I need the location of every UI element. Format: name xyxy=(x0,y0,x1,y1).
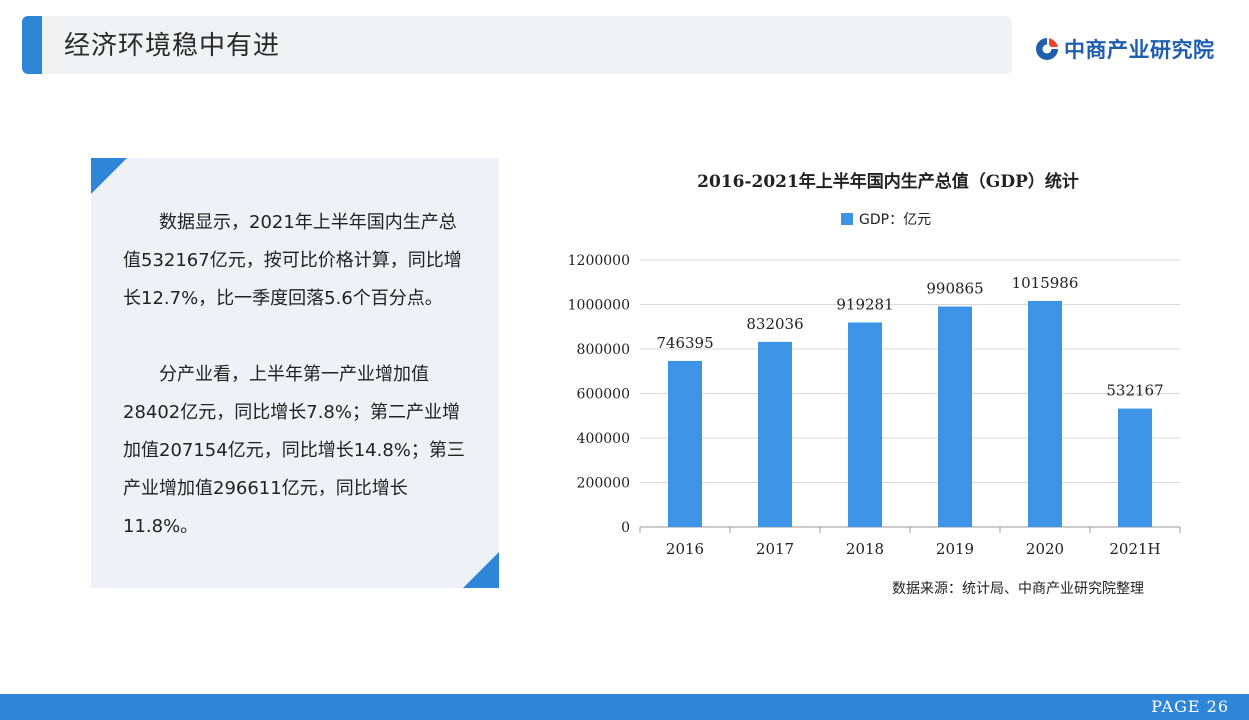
bar-2018 xyxy=(848,322,882,527)
page-title: 经济环境稳中有进 xyxy=(64,31,281,61)
paragraph: 分产业看，上半年第一产业增加值28402亿元，同比增长7.8%；第二产业增加值2… xyxy=(123,364,465,537)
x-tick-label: 2017 xyxy=(756,540,794,558)
gdp-bar-chart: 2016-2021年上半年国内生产总值（GDP）统计 GDP：亿元 0 20000… xyxy=(568,171,1181,558)
y-tick-label: 0 xyxy=(621,520,630,536)
data-label: 1015986 xyxy=(1012,274,1079,292)
legend-swatch xyxy=(841,213,853,225)
chart-title: 2016-2021年上半年国内生产总值（GDP）统计 xyxy=(697,171,1079,192)
logo-icon xyxy=(1036,38,1058,60)
data-source: 数据来源：统计局、中商产业研究院整理 xyxy=(892,581,1144,597)
header-bar: 经济环境稳中有进 xyxy=(22,16,1012,74)
data-label: 746395 xyxy=(656,334,713,352)
y-tick-label: 600000 xyxy=(577,387,630,403)
data-label: 832036 xyxy=(746,315,803,333)
bar-2020 xyxy=(1028,300,1062,527)
bar-2016 xyxy=(668,360,702,527)
data-label: 990865 xyxy=(926,280,983,298)
y-tick-label: 800000 xyxy=(577,342,630,358)
y-tick-label: 200000 xyxy=(577,476,630,492)
y-tick-label: 1200000 xyxy=(568,253,630,269)
logo-text: 中商产业研究院 xyxy=(1064,38,1215,62)
chart-legend: GDP：亿元 xyxy=(841,212,931,228)
legend-label: GDP：亿元 xyxy=(859,212,931,228)
corner-decoration xyxy=(463,552,499,588)
y-tick-label: 1000000 xyxy=(568,298,630,314)
data-label: 919281 xyxy=(836,295,893,313)
footer-bar: PAGE 26 xyxy=(0,694,1249,720)
x-tick-label: 2020 xyxy=(1026,540,1064,558)
y-tick-label: 400000 xyxy=(577,431,630,447)
logo: 中商产业研究院 xyxy=(1034,34,1215,64)
bar-2019 xyxy=(938,306,972,527)
x-tick-label: 2016 xyxy=(666,540,704,558)
x-tick-label: 2018 xyxy=(846,540,884,558)
bar-2017 xyxy=(758,341,792,527)
corner-decoration xyxy=(91,158,127,194)
data-label: 532167 xyxy=(1106,382,1163,400)
text-panel: 数据显示，2021年上半年国内生产总值532167亿元，按可比价格计算，同比增长… xyxy=(91,158,499,588)
x-tick-label: 2019 xyxy=(936,540,974,558)
header-accent xyxy=(22,16,42,74)
paragraph: 数据显示，2021年上半年国内生产总值532167亿元，按可比价格计算，同比增长… xyxy=(123,212,462,309)
x-tick-label: 2021H xyxy=(1109,540,1160,558)
page-number: PAGE 26 xyxy=(1151,697,1229,716)
bar-2021H xyxy=(1118,408,1152,527)
